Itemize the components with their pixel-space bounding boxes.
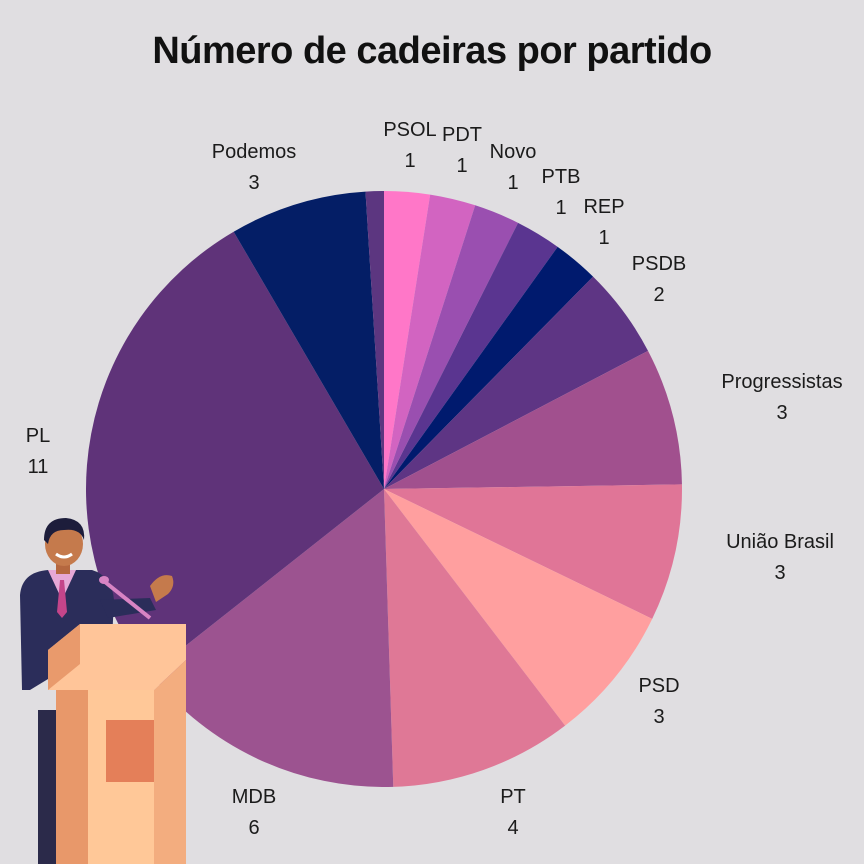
pie-slice-psol (384, 191, 431, 489)
pie-slice-união-brasil (384, 484, 682, 619)
slice-label-rep: REP (583, 196, 624, 218)
pie-labels: PSOL 1 PDT 1 Novo 1 PTB 1 REP 1 PSDB 2 Progressistas… (26, 119, 843, 839)
slice-value-rep: 1 (598, 227, 609, 249)
slice-value-progressistas: 3 (776, 402, 787, 424)
slice-label-pt: PT (500, 786, 526, 808)
slice-value-mdb: 6 (248, 817, 259, 839)
slice-value-novo: 1 (507, 172, 518, 194)
pie-slice-progressistas (384, 350, 682, 489)
slice-label-podemos: Podemos (212, 141, 297, 163)
slice-label-mdb: MDB (232, 786, 276, 808)
pie-slice-unlabeled (365, 191, 384, 489)
slice-label-pdt: PDT (442, 124, 482, 146)
pie-slice-novo (384, 205, 519, 490)
slice-value-pl: 11 (28, 456, 49, 478)
slice-value-pt: 4 (507, 817, 518, 839)
slice-value-psd: 3 (653, 706, 664, 728)
speaker-illustration (20, 518, 186, 864)
slice-label-novo: Novo (490, 141, 537, 163)
slice-value-ptb: 1 (555, 197, 566, 219)
slice-value-pdt: 1 (456, 155, 467, 177)
slice-label-ptb: PTB (542, 166, 581, 188)
slice-label-união-brasil: União Brasil (726, 531, 834, 553)
chart-title: Número de cadeiras por partido (152, 30, 712, 72)
slice-label-progressistas: Progressistas (721, 371, 842, 393)
pie-slices (85, 191, 682, 788)
slice-label-psol: PSOL (383, 119, 436, 141)
slice-label-psd: PSD (638, 675, 679, 697)
pie-slice-pdt (384, 194, 476, 489)
pie-slice-psdb (384, 276, 649, 489)
pie-slice-pl (85, 231, 385, 674)
pie-slice-pt (384, 489, 566, 787)
slice-value-psdb: 2 (653, 284, 664, 306)
slice-value-união-brasil: 3 (774, 562, 785, 584)
slice-value-podemos: 3 (248, 172, 259, 194)
pie-slice-psd (384, 489, 653, 726)
slice-label-psdb: PSDB (632, 253, 686, 275)
pie-slice-mdb (150, 489, 394, 788)
pie-slice-ptb (384, 222, 558, 489)
slice-value-psol: 1 (404, 150, 415, 172)
slice-label-pl: PL (26, 425, 50, 447)
pie-slice-podemos (233, 191, 384, 489)
pie-slice-rep (384, 246, 594, 489)
